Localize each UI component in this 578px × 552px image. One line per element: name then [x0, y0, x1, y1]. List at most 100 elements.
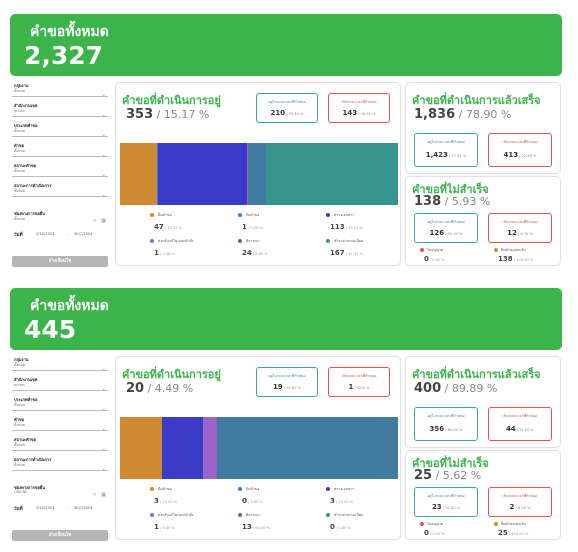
legend-count: 3 [154, 497, 159, 505]
bar-segment[interactable] [266, 143, 398, 205]
in-progress-card: คำขอที่ดำเนินการอยู่ 20 / 4.49 % อยู่ในระย… [115, 356, 401, 540]
legend-item: ยื่นคำขอ 3 / 15.00 % [150, 485, 240, 507]
filter-select[interactable]: ⌄ [12, 461, 108, 472]
legend-dot [420, 522, 424, 526]
legend-item: ยื่นคำขอ 47 / 13.31 % [150, 211, 240, 233]
failed-title: คำขอที่ไม่สำเร็จ [412, 457, 489, 470]
filter-group: สถานะคำขอ ⌄ ทั้งหมด [12, 162, 108, 178]
filter-select[interactable]: ⌄ [12, 421, 108, 432]
filter-select[interactable]: ⌄ [12, 187, 108, 198]
legend-value: 0 / 0.00 % [242, 497, 263, 505]
legend-name: ชำระค่าธรรมเนียม [334, 239, 364, 243]
calendar-icon[interactable]: ▦ [101, 492, 106, 498]
legend-dot [150, 213, 154, 217]
filter-select[interactable]: ⌄ [12, 167, 108, 178]
channel-label: ช่องทางการขอยื่น [14, 211, 45, 216]
completed-count: 400 / 89.89 % [414, 381, 497, 396]
filter-value: ทั้งหมด [14, 89, 26, 93]
on-time-label: อยู่ในระยะเวลาที่กำหนด [427, 494, 465, 498]
filter-select[interactable]: ⌄ [12, 381, 108, 392]
date-row: วันที่ 2/10/2023 - 30/7/2024 [12, 230, 108, 240]
channel-value[interactable]: ทั้งหมด [14, 217, 26, 221]
on-time-label: อยู่ในระยะเวลาที่กำหนด [427, 414, 465, 418]
clear-filter-icon[interactable]: ▿ [93, 492, 96, 498]
legend-count: 13 [242, 523, 252, 531]
in-progress-percent: 15.17 % [163, 108, 210, 121]
clear-filters-button[interactable]: ล้างเงื่อนไข [12, 256, 108, 267]
overdue-percent: 22.49 % [521, 154, 537, 158]
filter-panel: กลุ่มงาน ⌄ ทั้งหมด สำนักงานเขต ⌄ ทุกเขต ประเภท… [12, 82, 108, 272]
overdue-label: เกินระยะเวลาที่กำหนด [341, 100, 377, 104]
separator: / [514, 506, 518, 510]
bar-segment[interactable] [157, 143, 158, 205]
separator: / [428, 532, 433, 536]
legend-name: ส่งกลับแก้ไข/ออกคำสั่ง [158, 239, 194, 243]
total-title: คำขอทั้งหมด [30, 24, 109, 40]
on-time-count: 23 [431, 503, 442, 511]
failed-legend-item: ไม่อนุญาต 0 / 0.00 % [420, 521, 480, 541]
overdue-box: เกินระยะเวลาที่กำหนด 413 / 22.49 % [488, 133, 552, 167]
legend-percent: 32.01 % [348, 226, 363, 230]
dashboard-section: คำขอทั้งหมด 2,327 กลุ่มงาน ⌄ ทั้งหมด สำนักงาน… [0, 0, 578, 274]
filter-value: ทั้งหมด [14, 169, 26, 173]
filter-label: คำขอ [14, 417, 25, 422]
on-time-box: อยู่ในระยะเวลาที่กำหนด 23 / 92.00 % [414, 487, 478, 517]
overdue-label: เกินระยะเวลาที่กำหนด [502, 220, 538, 224]
date-from[interactable]: 2/10/2023 [36, 232, 55, 236]
overdue-label: เกินระยะเวลาที่กำหนด [502, 140, 538, 144]
clear-filter-icon[interactable]: ▿ [93, 218, 96, 224]
on-time-count: 1,423 [425, 151, 448, 159]
chevron-down-icon: ⌄ [101, 192, 106, 198]
filter-value: ทั้งหมด [14, 189, 26, 193]
chevron-down-icon: ⌄ [101, 426, 106, 432]
legend-count: 1 [242, 223, 247, 231]
legend-value: 3 / 15.00 % [154, 497, 177, 505]
status-stacked-bar [120, 417, 398, 479]
bar-segment[interactable] [246, 143, 248, 205]
legend-value: 138 / 100.00 % [498, 255, 533, 263]
failed-card: คำขอที่ไม่สำเร็จ 138 / 5.93 % อยู่ในระยะเว… [405, 176, 561, 266]
legend-value: 25 / 100.00 % [498, 529, 528, 537]
legend-count: 0 [424, 529, 429, 537]
failed-count: 138 / 5.93 % [414, 194, 490, 209]
legend-item: พิจารณา 13 / 65.00 % [238, 511, 328, 533]
filter-select[interactable]: ⌄ [12, 87, 108, 98]
filter-select[interactable]: ⌄ [12, 361, 108, 372]
bar-segment[interactable] [120, 143, 157, 205]
legend-dot [494, 522, 498, 526]
legend-count: 0 [242, 497, 247, 505]
bar-segment[interactable] [217, 417, 398, 479]
total-count: 2,327 [24, 41, 104, 70]
bar-segment[interactable] [120, 417, 162, 479]
legend-value: 47 / 13.31 % [154, 223, 182, 231]
separator: / [246, 226, 251, 230]
filter-value: ทั้งหมด [14, 423, 26, 427]
bar-segment[interactable] [203, 417, 218, 479]
legend-name: ไม่อนุญาต [427, 522, 444, 526]
filter-select[interactable]: ⌄ [12, 441, 108, 452]
total-count: 445 [24, 315, 77, 344]
filter-select[interactable]: ⌄ [12, 401, 108, 412]
filter-select[interactable]: ⌄ [12, 147, 108, 158]
bar-segment[interactable] [247, 143, 267, 205]
filter-select[interactable]: ⌄ [12, 107, 108, 118]
filter-select[interactable]: ⌄ [12, 127, 108, 138]
date-to[interactable]: 30/7/2024 [74, 506, 93, 510]
on-time-box: อยู่ในระยะเวลาที่กำหนด 356 / 89.00 % [414, 407, 478, 441]
overdue-box: เกินระยะเวลาที่กำหนด 12 / 8.70 % [488, 213, 552, 243]
filter-label: ประเภทคำขอ [14, 123, 38, 128]
separator: / [455, 108, 466, 121]
legend-count: 113 [330, 223, 345, 231]
on-time-percent: 59.49 % [288, 112, 304, 116]
date-to[interactable]: 30/7/2024 [74, 232, 93, 236]
date-from[interactable]: 2/10/2023 [36, 506, 55, 510]
bar-segment[interactable] [161, 417, 204, 479]
filter-value: ทั้งหมด [14, 463, 26, 467]
filter-label: สถานะการดำเนินการ [14, 457, 52, 462]
bar-segment[interactable] [157, 143, 247, 205]
separator: / [344, 226, 349, 230]
clear-filters-button[interactable]: ล้างเงื่อนไข [12, 530, 108, 541]
calendar-icon[interactable]: ▦ [101, 218, 106, 224]
on-time-value: 210 / 59.49 % [257, 109, 317, 117]
channel-value[interactable]: ONLINE [14, 490, 28, 494]
